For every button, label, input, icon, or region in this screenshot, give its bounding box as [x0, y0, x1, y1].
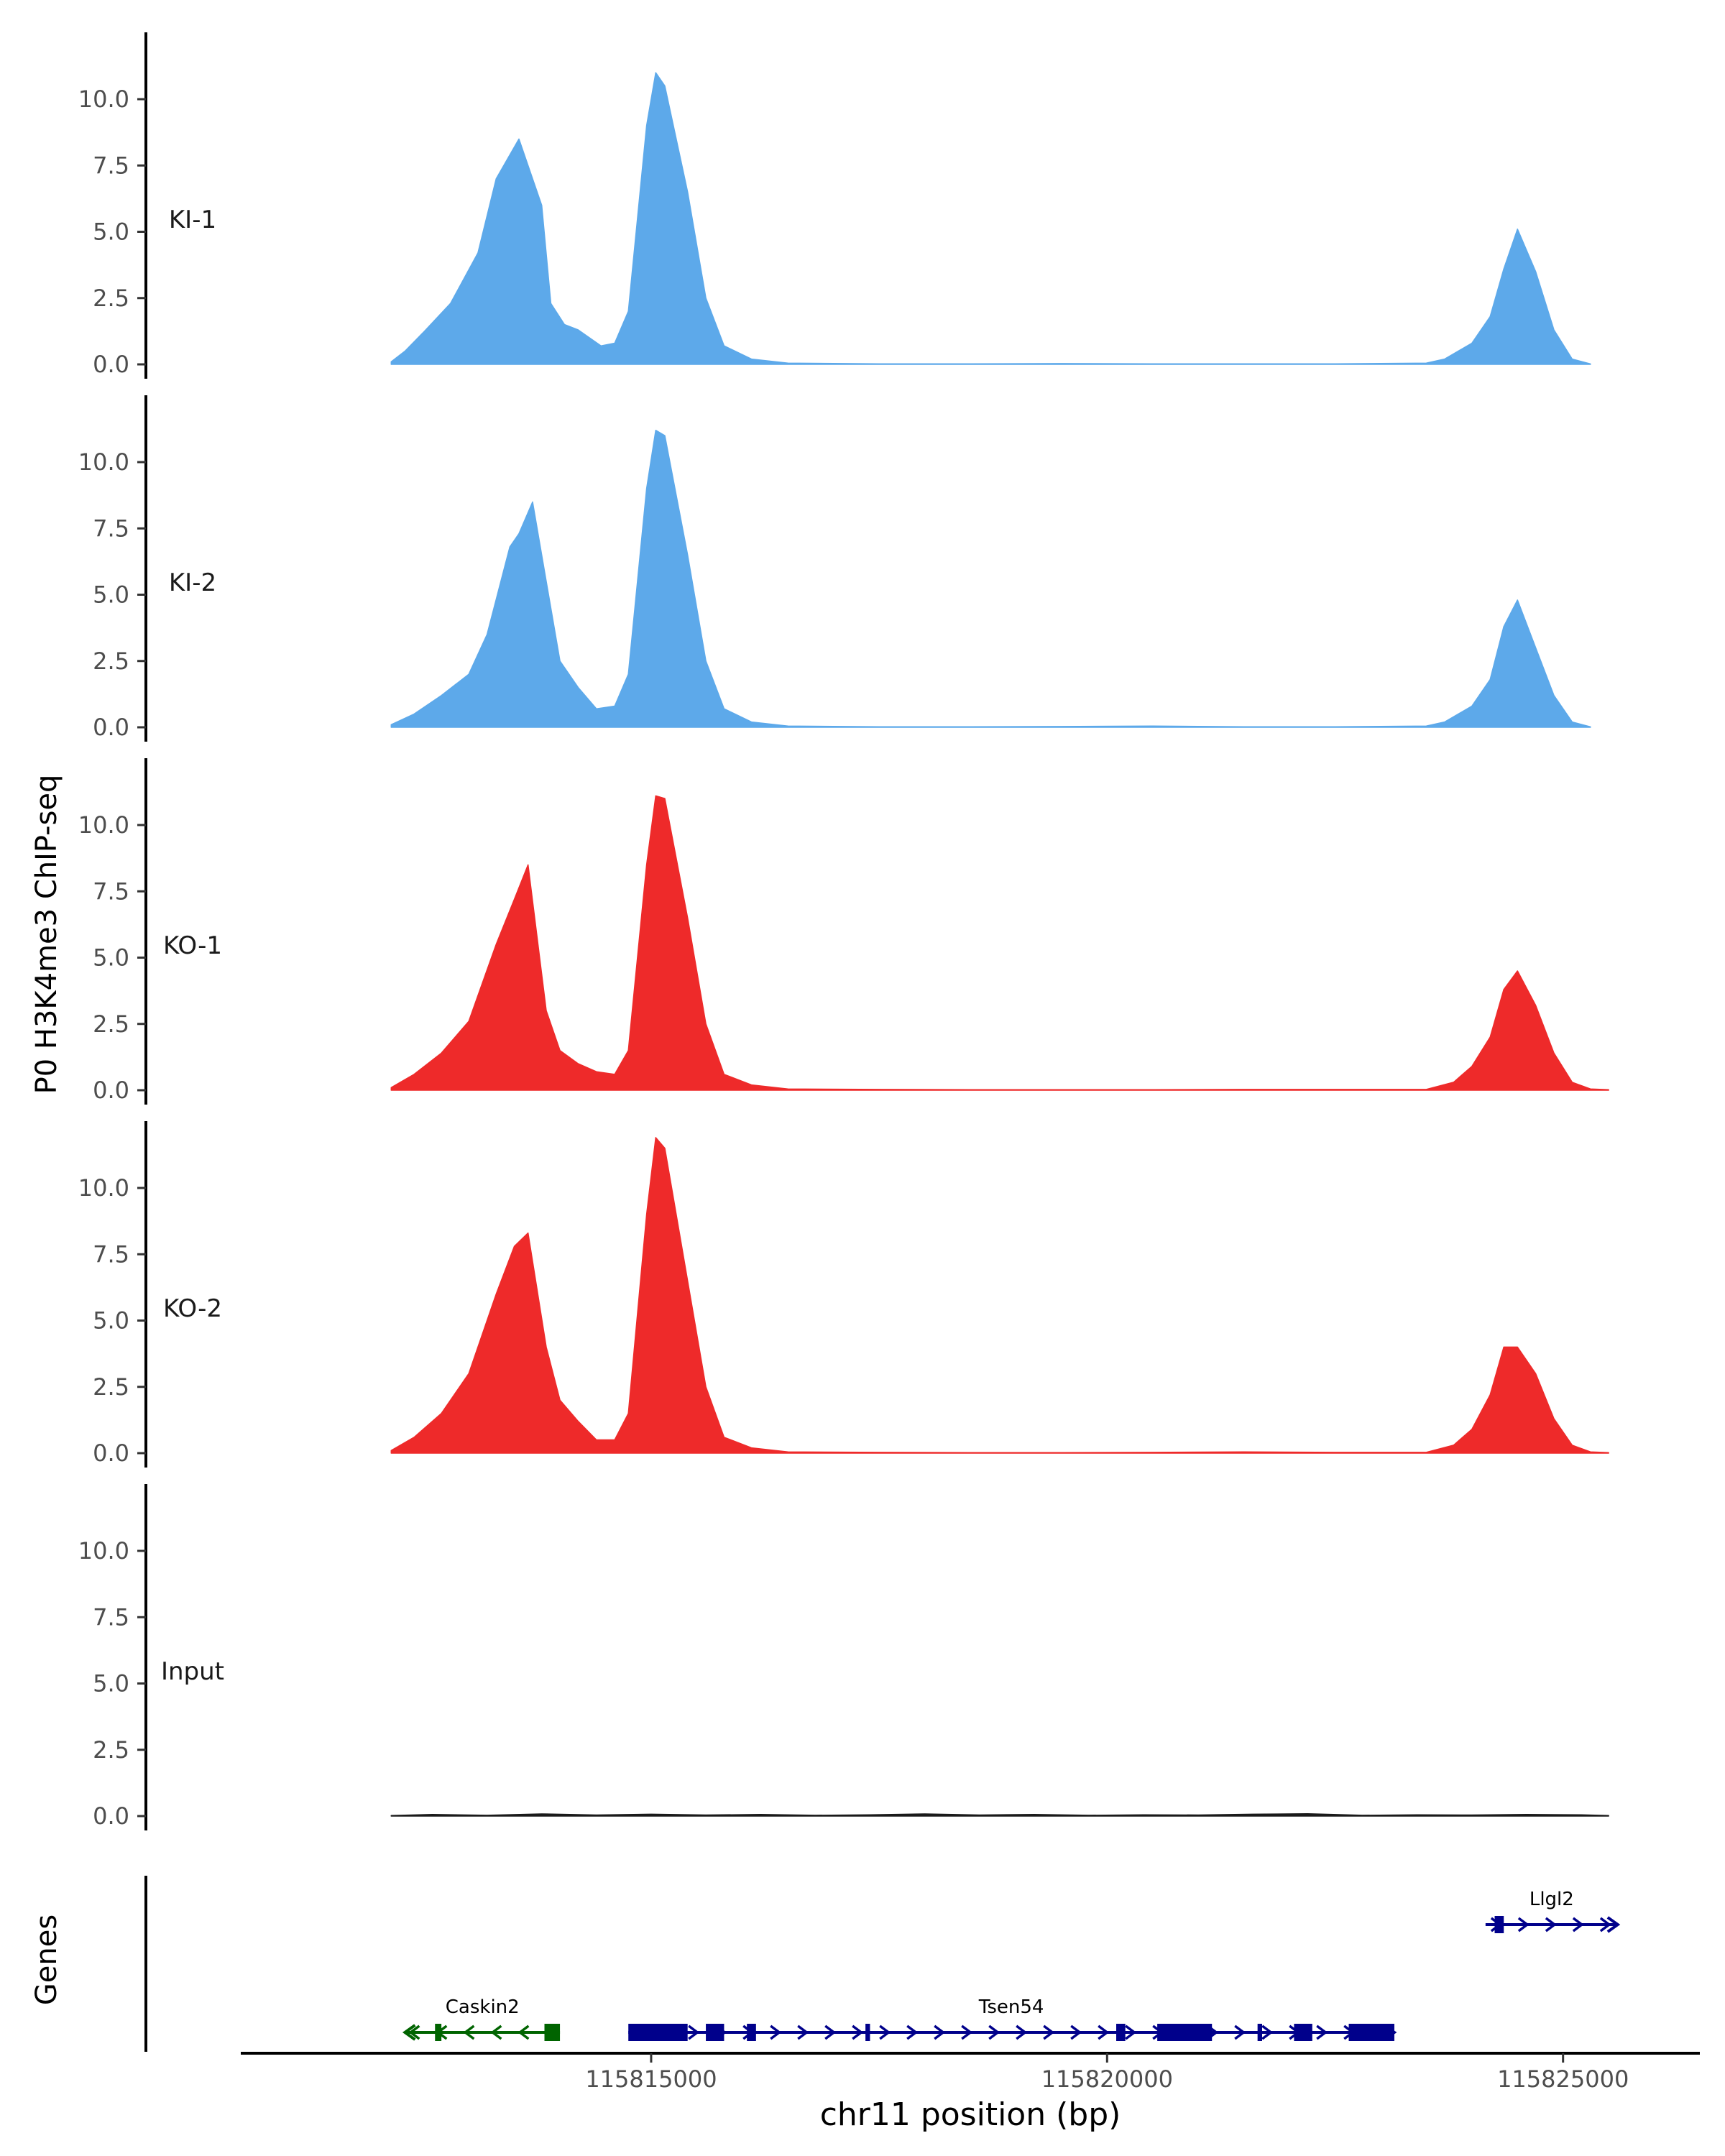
- y-tick-label: 7.5: [93, 1240, 129, 1268]
- signal-area: [390, 1812, 1609, 1817]
- strand-arrow: [770, 2024, 782, 2040]
- gene-end-arrow: [1606, 1916, 1621, 1933]
- gene-exon: [1257, 2024, 1262, 2041]
- gene-exon: [747, 2024, 756, 2041]
- tracks-layer: 0.0 2.5 5.0 7.5 10.0 KI-1 0.0 2.5 5.0 7.5 10.0 KI-2…: [78, 32, 1609, 1830]
- strand-arrow: [797, 2024, 809, 2040]
- y-tick-label: 0.0: [93, 714, 129, 741]
- track-label: KO-1: [163, 931, 222, 960]
- x-tick-label: 115815000: [585, 2065, 717, 2093]
- y-tick-label: 2.5: [93, 1010, 129, 1038]
- track-label: KO-2: [163, 1294, 222, 1323]
- gene-exon: [1116, 2024, 1126, 2041]
- y-tick-label: 10.0: [78, 1537, 129, 1565]
- gene-end-arrow: [402, 2024, 416, 2041]
- strand-arrow: [1043, 2024, 1055, 2040]
- signal-area: [390, 72, 1591, 365]
- gene-exon: [865, 2024, 870, 2041]
- strand-arrow: [1517, 1917, 1530, 1932]
- y-tick-label: 10.0: [78, 1174, 129, 1202]
- y-tick-label: 2.5: [93, 1373, 129, 1401]
- strand-arrow: [1098, 2024, 1110, 2040]
- gene-exon: [1494, 1916, 1504, 1933]
- x-tick-label: 115820000: [1041, 2065, 1173, 2093]
- strand-arrow: [463, 2024, 475, 2040]
- y-tick-label: 2.5: [93, 648, 129, 675]
- y-tick-label: 7.5: [93, 1603, 129, 1631]
- y-tick-label: 5.0: [93, 1670, 129, 1697]
- y-tick-label: 10.0: [78, 86, 129, 113]
- track-ki-1: 0.0 2.5 5.0 7.5 10.0 KI-1: [78, 32, 1591, 379]
- strand-arrow: [988, 2024, 1000, 2040]
- strand-arrow: [1316, 2024, 1328, 2040]
- strand-arrow: [934, 2024, 946, 2040]
- strand-arrow: [518, 2024, 530, 2040]
- gene-name-label: Llgl2: [1530, 1889, 1574, 1910]
- signal-area: [390, 1137, 1609, 1454]
- gene-exon: [628, 2024, 688, 2041]
- track-label: Input: [161, 1657, 224, 1686]
- gene-exon: [1157, 2024, 1213, 2041]
- gene-name-label: Tsen54: [978, 1996, 1044, 2018]
- y-tick-label: 5.0: [93, 218, 129, 246]
- strand-arrow: [1070, 2024, 1082, 2040]
- gene-name-label: Caskin2: [446, 1996, 520, 2018]
- gene-llgl2: Llgl2: [1485, 1889, 1621, 1933]
- genes-layer: Caskin2 Tsen54 Llgl2: [402, 1889, 1621, 2041]
- track-ko-2: 0.0 2.5 5.0 7.5 10.0 KO-2: [78, 1121, 1609, 1468]
- strand-arrow: [906, 2024, 919, 2040]
- x-tick-label: 115825000: [1497, 2065, 1629, 2093]
- y-tick-label: 7.5: [93, 152, 129, 179]
- strand-arrow: [1545, 1917, 1557, 1932]
- track-label: KI-1: [169, 206, 216, 234]
- strand-arrow: [688, 2024, 700, 2040]
- strand-arrow: [852, 2024, 864, 2040]
- gene-exon: [544, 2024, 561, 2041]
- track-input: 0.0 2.5 5.0 7.5 10.0 Input: [78, 1484, 1609, 1830]
- strand-arrow: [961, 2024, 973, 2040]
- gene-exon: [1348, 2024, 1394, 2041]
- y-tick-label: 5.0: [93, 944, 129, 972]
- strand-arrow: [1261, 2024, 1274, 2040]
- signal-area: [390, 795, 1609, 1091]
- strand-arrow: [824, 2024, 837, 2040]
- gene-caskin2: Caskin2: [402, 1996, 561, 2041]
- y-tick-label: 7.5: [93, 877, 129, 905]
- y-tick-label: 2.5: [93, 1736, 129, 1764]
- strand-arrow: [1572, 1917, 1584, 1932]
- track-label: KI-2: [169, 568, 216, 597]
- gene-tsen54: Tsen54: [628, 1996, 1397, 2041]
- y-tick-label: 2.5: [93, 285, 129, 312]
- track-ki-2: 0.0 2.5 5.0 7.5 10.0 KI-2: [78, 395, 1591, 742]
- strand-arrow: [1125, 2024, 1137, 2040]
- strand-arrow: [1234, 2024, 1246, 2040]
- y-tick-label: 5.0: [93, 1307, 129, 1335]
- gene-exon: [1294, 2024, 1312, 2041]
- strand-arrow: [490, 2024, 502, 2040]
- strand-arrow: [879, 2024, 891, 2040]
- y-tick-label: 10.0: [78, 811, 129, 839]
- y-tick-label: 5.0: [93, 581, 129, 609]
- y-tick-label: 0.0: [93, 351, 129, 378]
- track-ko-1: 0.0 2.5 5.0 7.5 10.0 KO-1: [78, 758, 1609, 1105]
- strand-arrow: [1016, 2024, 1028, 2040]
- y-tick-label: 10.0: [78, 448, 129, 476]
- y-axis-title: P0 H3K4me3 ChIP-seq: [30, 775, 63, 1095]
- x-ticks-layer: 115815000 115820000 115825000: [585, 2053, 1629, 2093]
- signal-area: [390, 429, 1591, 728]
- y-tick-label: 7.5: [93, 515, 129, 542]
- y-tick-label: 0.0: [93, 1802, 129, 1830]
- strand-arrow: [1599, 1917, 1611, 1932]
- gene-exon: [435, 2024, 442, 2041]
- gene-exon: [706, 2024, 724, 2041]
- genes-panel-title: Genes: [30, 1915, 63, 2005]
- x-axis-title: chr11 position (bp): [820, 2096, 1121, 2133]
- y-tick-label: 0.0: [93, 1077, 129, 1104]
- strand-arrow: [408, 2024, 420, 2040]
- y-tick-label: 0.0: [93, 1439, 129, 1467]
